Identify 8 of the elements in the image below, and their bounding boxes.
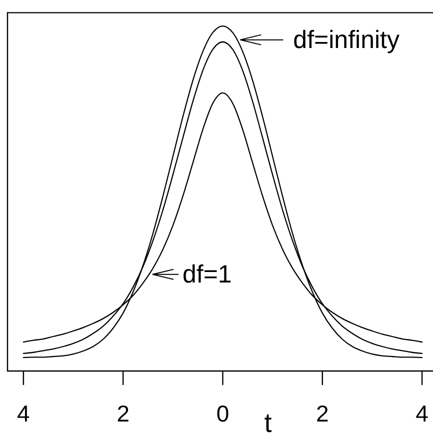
annotation: df=1	[182, 260, 232, 288]
x-tick-label: 4	[17, 400, 30, 426]
x-tick-label: 0	[216, 400, 230, 426]
annotation: df=infinity	[293, 26, 400, 54]
x-axis-title: t	[264, 408, 272, 434]
x-tick-label: 2	[316, 400, 329, 426]
x-tick-label: 2	[116, 400, 130, 426]
x-tick-label: 4	[416, 400, 429, 426]
